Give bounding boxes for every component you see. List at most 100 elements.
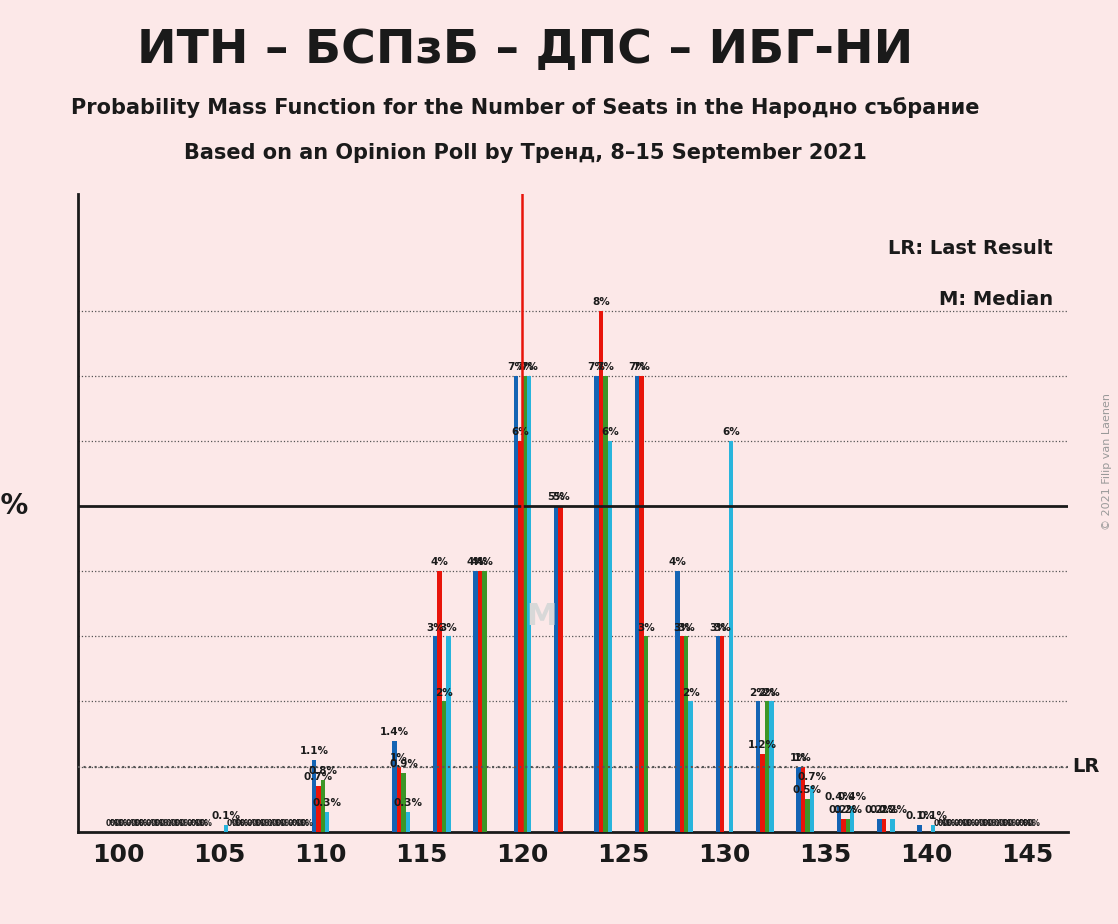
Bar <box>527 376 531 832</box>
Text: 0%: 0% <box>978 820 992 828</box>
Text: 2%: 2% <box>749 687 767 698</box>
Text: 1.1%: 1.1% <box>300 747 329 756</box>
Bar <box>321 780 325 832</box>
Text: 0%: 0% <box>167 820 179 828</box>
Text: 0%: 0% <box>240 820 253 828</box>
Bar <box>850 806 854 832</box>
Bar <box>406 812 410 832</box>
Text: 3%: 3% <box>439 623 457 633</box>
Text: 5%: 5% <box>552 492 569 503</box>
Bar <box>796 767 800 832</box>
Text: ИТН – БСПзБ – ДПС – ИБГ-НИ: ИТН – БСПзБ – ДПС – ИБГ-НИ <box>138 28 913 73</box>
Text: M: Median: M: Median <box>939 290 1053 309</box>
Text: 0.7%: 0.7% <box>797 772 826 782</box>
Bar <box>513 376 518 832</box>
Text: 0%: 0% <box>267 820 280 828</box>
Bar <box>325 812 330 832</box>
Text: 6%: 6% <box>511 428 529 437</box>
Bar <box>878 819 881 832</box>
Text: 0%: 0% <box>252 820 264 828</box>
Bar <box>599 311 604 832</box>
Text: 0%: 0% <box>998 820 1012 828</box>
Text: 0.1%: 0.1% <box>919 811 948 821</box>
Text: 0.2%: 0.2% <box>828 805 858 815</box>
Text: 0%: 0% <box>301 820 313 828</box>
Bar <box>397 767 401 832</box>
Text: 0.1%: 0.1% <box>906 811 935 821</box>
Text: 0.3%: 0.3% <box>394 798 423 808</box>
Text: 0%: 0% <box>176 820 188 828</box>
Text: 4%: 4% <box>471 557 489 567</box>
Bar <box>555 506 558 832</box>
Bar <box>800 767 805 832</box>
Text: 0%: 0% <box>1007 820 1021 828</box>
Text: 0%: 0% <box>296 820 309 828</box>
Bar <box>769 701 774 832</box>
Text: 0%: 0% <box>196 820 208 828</box>
Bar <box>608 442 613 832</box>
Text: 0%: 0% <box>187 820 199 828</box>
Text: 0%: 0% <box>942 820 955 828</box>
Bar <box>881 819 885 832</box>
Bar <box>675 571 680 832</box>
Text: 0%: 0% <box>934 820 946 828</box>
Text: LR: Last Result: LR: Last Result <box>888 238 1053 258</box>
Text: 0%: 0% <box>146 820 159 828</box>
Text: 0%: 0% <box>1018 820 1032 828</box>
Bar <box>446 637 451 832</box>
Text: 0%: 0% <box>281 820 293 828</box>
Text: 0%: 0% <box>125 820 139 828</box>
Text: 0%: 0% <box>231 820 244 828</box>
Text: 7%: 7% <box>633 362 651 372</box>
Text: 0%: 0% <box>134 820 148 828</box>
Bar <box>442 701 446 832</box>
Text: 0%: 0% <box>200 820 212 828</box>
Text: 6%: 6% <box>601 428 618 437</box>
Text: 0%: 0% <box>1014 820 1027 828</box>
Text: 0.9%: 0.9% <box>389 760 418 769</box>
Text: 0%: 0% <box>105 820 119 828</box>
Bar <box>558 506 562 832</box>
Text: 0%: 0% <box>974 820 987 828</box>
Text: 3%: 3% <box>709 623 727 633</box>
Text: 0%: 0% <box>151 820 163 828</box>
Text: 2%: 2% <box>682 687 700 698</box>
Text: 1.2%: 1.2% <box>748 739 777 749</box>
Bar <box>841 819 845 832</box>
Text: 0%: 0% <box>130 820 143 828</box>
Text: 0%: 0% <box>954 820 966 828</box>
Text: 0%: 0% <box>947 820 959 828</box>
Text: 2%: 2% <box>758 687 776 698</box>
Text: 0%: 0% <box>1027 820 1041 828</box>
Text: 7%: 7% <box>597 362 615 372</box>
Text: 0.1%: 0.1% <box>211 811 240 821</box>
Text: 3%: 3% <box>637 623 655 633</box>
Text: 4%: 4% <box>430 557 448 567</box>
Text: Based on an Opinion Poll by Тренд, 8–15 September 2021: Based on an Opinion Poll by Тренд, 8–15 … <box>184 143 866 164</box>
Text: 1%: 1% <box>789 753 807 762</box>
Text: 1.4%: 1.4% <box>380 726 409 736</box>
Text: 0%: 0% <box>154 820 168 828</box>
Text: 0.7%: 0.7% <box>304 772 333 782</box>
Bar <box>437 571 442 832</box>
Text: 0.2%: 0.2% <box>869 805 898 815</box>
Text: 0.4%: 0.4% <box>837 792 866 802</box>
Text: 0%: 0% <box>159 820 172 828</box>
Bar <box>805 799 809 832</box>
Text: 0%: 0% <box>292 820 304 828</box>
Text: M: M <box>527 602 557 631</box>
Text: 0%: 0% <box>276 820 288 828</box>
Text: 3%: 3% <box>713 623 731 633</box>
Text: 4%: 4% <box>669 557 686 567</box>
Bar <box>392 740 397 832</box>
Bar <box>477 571 482 832</box>
Text: 0%: 0% <box>110 820 123 828</box>
Bar <box>473 571 477 832</box>
Text: 2%: 2% <box>762 687 780 698</box>
Bar <box>680 637 684 832</box>
Text: © 2021 Filip van Laenen: © 2021 Filip van Laenen <box>1102 394 1112 530</box>
Text: 0%: 0% <box>236 820 248 828</box>
Bar <box>809 786 814 832</box>
Text: 0%: 0% <box>227 820 239 828</box>
Bar <box>836 806 841 832</box>
